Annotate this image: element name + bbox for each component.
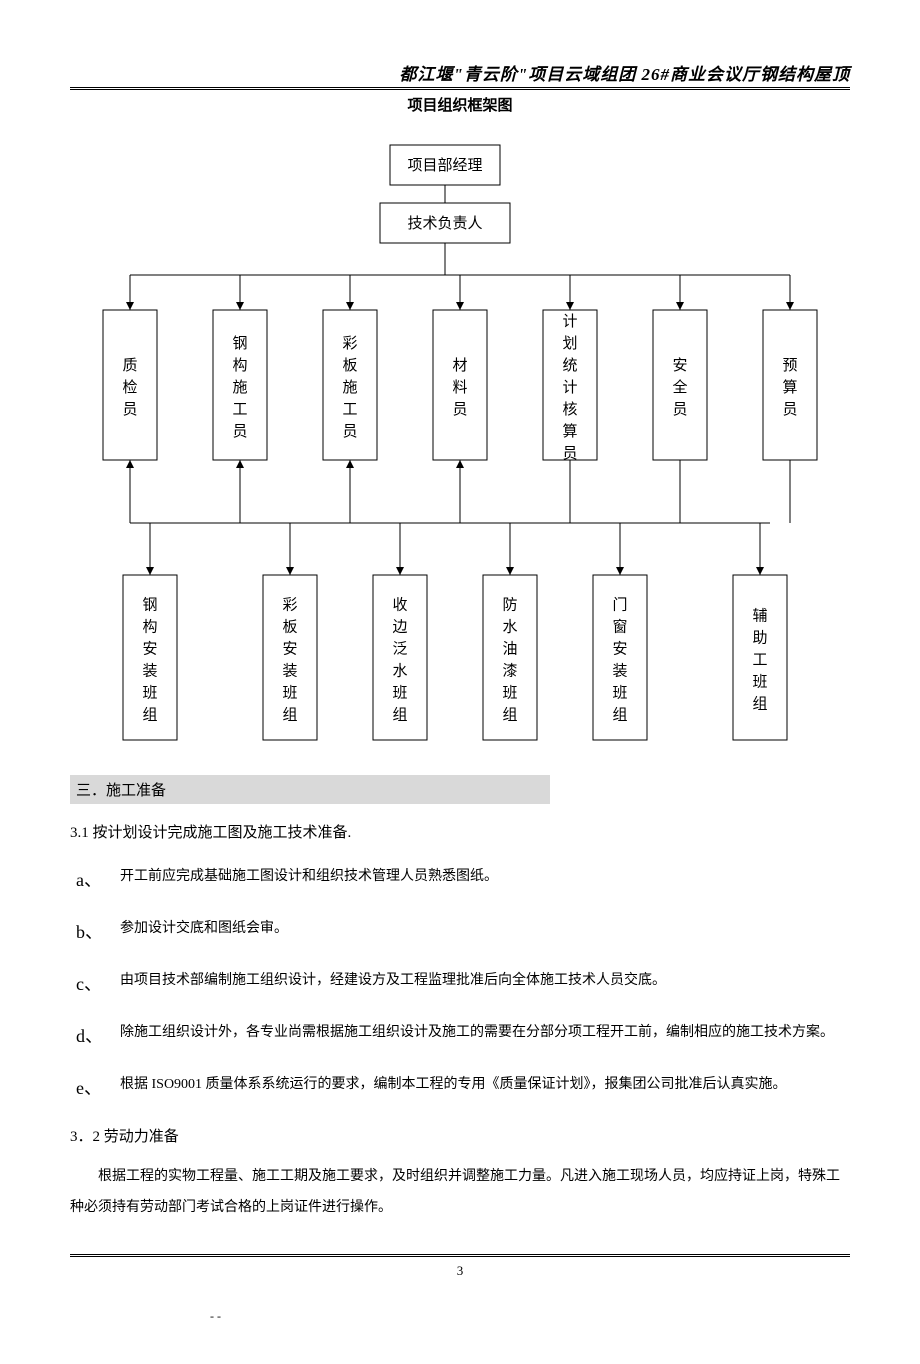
svg-text:员: 员 — [562, 446, 577, 462]
svg-text:收: 收 — [392, 597, 407, 614]
list-marker: e、 — [70, 1070, 120, 1106]
chart-title: 项目组织框架图 — [70, 94, 850, 115]
list-marker: c、 — [70, 966, 120, 1002]
svg-text:计: 计 — [562, 313, 577, 330]
svg-text:质: 质 — [122, 357, 137, 374]
list-body: 根据 ISO9001 质量体系系统运行的要求，编制本工程的专用《质量保证计划》，… — [120, 1070, 850, 1106]
svg-text:工: 工 — [342, 402, 357, 418]
svg-text:安: 安 — [282, 641, 297, 658]
svg-text:板: 板 — [342, 356, 357, 374]
svg-text:班: 班 — [142, 685, 157, 702]
svg-text:班: 班 — [752, 674, 767, 691]
svg-text:助: 助 — [752, 630, 767, 647]
svg-text:安: 安 — [672, 357, 687, 374]
svg-text:材: 材 — [452, 357, 467, 374]
svg-text:算: 算 — [782, 378, 797, 396]
svg-text:安: 安 — [142, 641, 157, 658]
svg-text:员: 员 — [342, 424, 357, 440]
list-item: a、开工前应完成基础施工图设计和组织技术管理人员熟悉图纸。 — [70, 862, 850, 898]
svg-text:彩: 彩 — [342, 335, 357, 352]
svg-text:板: 板 — [282, 618, 297, 636]
svg-text:检: 检 — [122, 379, 137, 396]
svg-text:边: 边 — [392, 619, 407, 636]
list-marker: d、 — [70, 1018, 120, 1054]
svg-text:钢: 钢 — [232, 335, 247, 352]
svg-text:组: 组 — [392, 707, 407, 724]
svg-text:预: 预 — [782, 357, 797, 374]
list-body: 除施工组织设计外，各专业尚需根据施工组织设计及施工的需要在分部分项工程开工前，编… — [120, 1018, 850, 1054]
section-header: 三．施工准备 — [70, 775, 550, 804]
footer-sub: - - — [210, 1309, 850, 1324]
svg-text:统: 统 — [562, 357, 577, 374]
svg-text:员: 员 — [672, 402, 687, 418]
p-3-2-body: 根据工程的实物工程量、施工工期及施工要求，及时组织并调整施工力量。凡进入施工现场… — [70, 1162, 850, 1224]
svg-text:算: 算 — [562, 422, 577, 440]
svg-text:班: 班 — [392, 685, 407, 702]
svg-text:窗: 窗 — [612, 618, 627, 636]
list-body: 参加设计交底和图纸会审。 — [120, 914, 850, 950]
svg-text:施: 施 — [232, 379, 247, 396]
svg-text:漆: 漆 — [502, 663, 517, 680]
svg-text:计: 计 — [562, 379, 577, 396]
svg-text:装: 装 — [282, 663, 297, 680]
svg-text:技术负责人: 技术负责人 — [407, 215, 482, 232]
svg-text:员: 员 — [782, 402, 797, 418]
svg-text:门: 门 — [612, 597, 627, 614]
list-item: b、参加设计交底和图纸会审。 — [70, 914, 850, 950]
svg-text:油: 油 — [502, 641, 517, 658]
svg-text:装: 装 — [612, 663, 627, 680]
svg-text:构: 构 — [142, 619, 157, 636]
svg-text:工: 工 — [752, 653, 767, 669]
svg-text:班: 班 — [612, 685, 627, 702]
svg-text:班: 班 — [282, 685, 297, 702]
p-3-2: 3．2 劳动力准备 — [70, 1122, 850, 1152]
svg-text:项目部经理: 项目部经理 — [407, 157, 482, 174]
svg-text:员: 员 — [122, 402, 137, 418]
svg-text:组: 组 — [752, 696, 767, 713]
svg-text:构: 构 — [232, 357, 247, 374]
svg-text:工: 工 — [232, 402, 247, 418]
svg-text:辅: 辅 — [752, 608, 767, 625]
svg-text:装: 装 — [142, 663, 157, 680]
list-marker: a、 — [70, 862, 120, 898]
svg-text:钢: 钢 — [142, 597, 157, 614]
svg-text:防: 防 — [502, 597, 517, 614]
svg-text:组: 组 — [142, 707, 157, 724]
org-chart: 项目部经理 技术负责人 质检员钢构施工员彩板施工员材料员计划统计核算员安全员预算… — [80, 135, 840, 755]
svg-text:组: 组 — [612, 707, 627, 724]
list-item: e、根据 ISO9001 质量体系系统运行的要求，编制本工程的专用《质量保证计划… — [70, 1070, 850, 1106]
svg-text:彩: 彩 — [282, 597, 297, 614]
page-footer: 3 — [70, 1254, 850, 1279]
page-header: 都江堰"青云阶"项目云域组团 26#商业会议厅钢结构屋顶 — [70, 60, 850, 90]
svg-text:料: 料 — [452, 379, 467, 396]
p-3-1: 3.1 按计划设计完成施工图及施工技术准备. — [70, 818, 850, 848]
svg-text:施: 施 — [342, 379, 357, 396]
svg-text:核: 核 — [562, 401, 577, 418]
svg-text:安: 安 — [612, 641, 627, 658]
svg-text:水: 水 — [392, 663, 407, 680]
svg-text:员: 员 — [452, 402, 467, 418]
svg-text:组: 组 — [502, 707, 517, 724]
list-item: d、除施工组织设计外，各专业尚需根据施工组织设计及施工的需要在分部分项工程开工前… — [70, 1018, 850, 1054]
svg-text:班: 班 — [502, 685, 517, 702]
list-body: 开工前应完成基础施工图设计和组织技术管理人员熟悉图纸。 — [120, 862, 850, 898]
svg-text:泛: 泛 — [392, 641, 407, 658]
svg-text:划: 划 — [562, 335, 577, 352]
page-number: 3 — [457, 1263, 464, 1278]
svg-text:全: 全 — [672, 378, 687, 396]
list-item: c、由项目技术部编制施工组织设计，经建设方及工程监理批准后向全体施工技术人员交底… — [70, 966, 850, 1002]
svg-text:员: 员 — [232, 424, 247, 440]
list-body: 由项目技术部编制施工组织设计，经建设方及工程监理批准后向全体施工技术人员交底。 — [120, 966, 850, 1002]
svg-text:组: 组 — [282, 707, 297, 724]
list-marker: b、 — [70, 914, 120, 950]
svg-text:水: 水 — [502, 619, 517, 636]
